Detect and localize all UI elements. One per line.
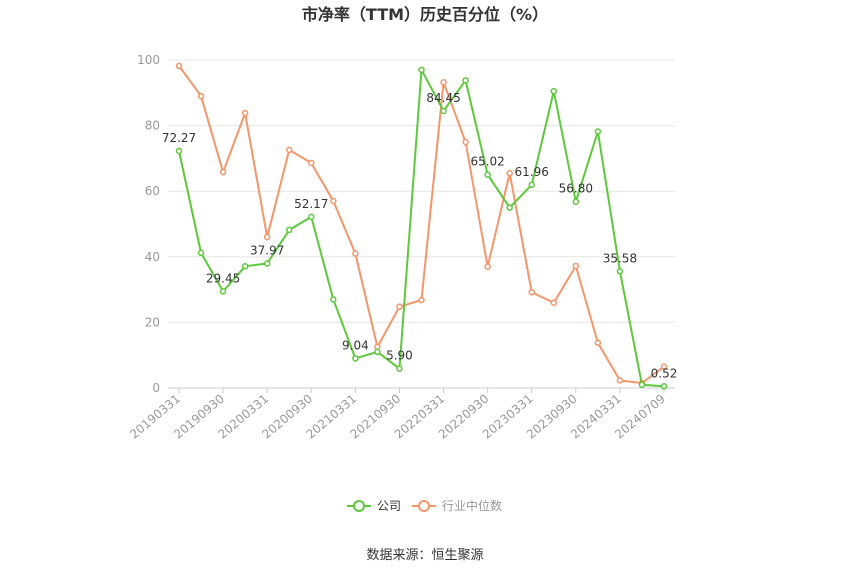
legend-item-company[interactable]: 公司 <box>347 499 401 513</box>
data-point[interactable] <box>263 260 271 267</box>
legend: 公司 行业中位数 <box>347 498 502 513</box>
series-line <box>178 68 665 388</box>
data-point[interactable] <box>418 66 425 74</box>
data-point[interactable] <box>462 138 469 146</box>
data-point[interactable] <box>484 263 491 270</box>
y-tick-label: 20 <box>145 315 160 329</box>
y-tick-label: 100 <box>137 53 160 67</box>
data-label: 9.04 <box>342 338 369 352</box>
legend-label-company: 公司 <box>377 499 401 513</box>
data-point[interactable] <box>175 62 183 70</box>
data-point[interactable] <box>219 288 227 295</box>
data-point[interactable] <box>616 377 624 384</box>
data-point[interactable] <box>550 299 558 306</box>
data-label: 37.97 <box>250 243 284 257</box>
data-point[interactable] <box>660 383 668 390</box>
data-point[interactable] <box>308 213 315 221</box>
legend-marker-industry <box>418 500 430 512</box>
data-point[interactable] <box>550 87 558 95</box>
data-point[interactable] <box>440 79 447 86</box>
data-label: 35.58 <box>603 251 637 265</box>
y-tick-label: 40 <box>145 250 160 264</box>
data-point[interactable] <box>308 159 315 167</box>
y-tick-label: 0 <box>152 381 160 395</box>
data-label: 72.27 <box>162 131 196 145</box>
data-point[interactable] <box>396 365 403 372</box>
legend-marker-company <box>353 500 365 512</box>
data-point[interactable] <box>352 355 359 362</box>
data-point[interactable] <box>616 268 624 275</box>
data-point[interactable] <box>594 128 602 135</box>
data-point[interactable] <box>528 181 535 189</box>
data-label: 56.80 <box>559 182 593 196</box>
data-point[interactable] <box>197 249 205 257</box>
series-industry <box>175 62 668 387</box>
data-point[interactable] <box>528 288 535 296</box>
data-label: 84.45 <box>426 91 460 105</box>
data-label: 0.52 <box>651 366 678 380</box>
chart-title: 市净率（TTM）历史百分位（%） <box>302 5 548 24</box>
data-point[interactable] <box>638 381 646 388</box>
data-point[interactable] <box>374 348 381 356</box>
data-point[interactable] <box>572 198 580 205</box>
data-point[interactable] <box>484 171 491 178</box>
data-point[interactable] <box>506 169 513 177</box>
data-label: 61.96 <box>515 165 549 179</box>
data-point[interactable] <box>330 296 337 303</box>
data-point[interactable] <box>572 262 580 270</box>
x-axis: 2019033120190930202003312020093020210331… <box>127 388 668 442</box>
data-point[interactable] <box>241 109 249 117</box>
data-point[interactable] <box>330 197 337 205</box>
data-label: 5.90 <box>386 349 413 363</box>
grid-lines <box>168 59 675 389</box>
data-point[interactable] <box>462 77 469 84</box>
data-point[interactable] <box>197 92 205 100</box>
data-point[interactable] <box>241 263 249 270</box>
y-axis: 0 20 40 60 80 100 <box>137 53 160 395</box>
data-point[interactable] <box>594 339 602 346</box>
legend-item-industry[interactable]: 行业中位数 <box>412 498 502 513</box>
source-note: 数据来源：恒生聚源 <box>366 548 483 563</box>
y-tick-label: 80 <box>145 119 160 133</box>
data-point[interactable] <box>219 168 227 176</box>
data-point[interactable] <box>285 226 293 234</box>
data-point[interactable] <box>440 107 447 115</box>
data-point[interactable] <box>263 233 271 241</box>
data-labels: 72.27 29.45 37.97 52.17 9.04 5.90 84.45 65.02 61… <box>162 91 678 380</box>
series-line <box>178 65 665 385</box>
series-company <box>175 66 668 390</box>
data-point[interactable] <box>352 250 359 257</box>
data-label: 52.17 <box>294 197 328 211</box>
y-tick-label: 60 <box>145 184 160 198</box>
data-point[interactable] <box>418 296 425 304</box>
data-point[interactable] <box>506 204 513 211</box>
legend-label-industry: 行业中位数 <box>442 498 502 513</box>
data-label: 29.45 <box>206 271 240 285</box>
data-point[interactable] <box>175 147 183 155</box>
data-point[interactable] <box>285 146 293 154</box>
series-layer <box>175 62 668 390</box>
data-label: 65.02 <box>470 155 504 169</box>
data-point[interactable] <box>396 303 403 310</box>
data-point[interactable] <box>660 363 668 370</box>
